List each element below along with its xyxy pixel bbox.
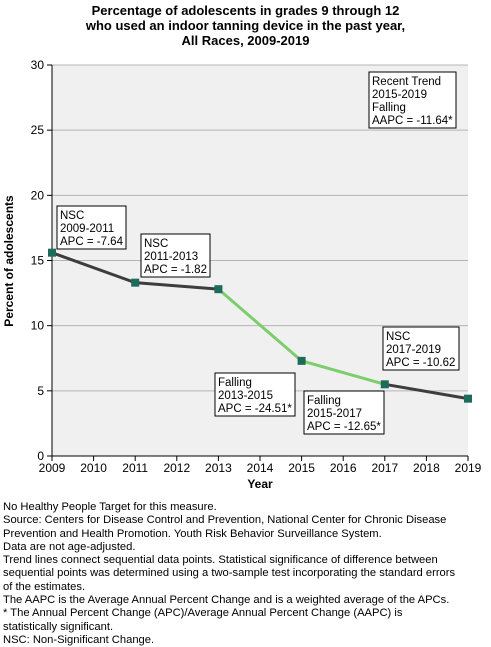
data-markers — [48, 248, 472, 403]
annotation-text: NSC — [144, 238, 168, 250]
annotation-text: NSC — [386, 331, 410, 343]
trend-lines — [50, 251, 470, 401]
annotation-border — [140, 233, 211, 278]
data-point-marker — [131, 278, 140, 287]
footnote-line: NSC: Non-Significant Change. — [3, 633, 155, 646]
annotation-text: Falling — [307, 395, 341, 407]
footnote-line: * The Annual Percent Change (APC)/Averag… — [3, 607, 403, 620]
annotation-border — [368, 71, 457, 129]
x-tick-label: 2019 — [455, 461, 482, 475]
footnote-line: Data are not age-adjusted. — [3, 540, 136, 553]
x-tick-label: 2010 — [80, 461, 107, 475]
annotation-border — [214, 372, 296, 417]
annotation-text: AAPC = -11.64* — [372, 115, 453, 127]
footnote-line: Trend lines connect sequential data poin… — [3, 554, 438, 567]
plot-area: 0 5 10 15 20 25 30 2009 2010 2011 2012 2013 2014 201… — [2, 58, 482, 491]
x-axis-ticks: 2009 2010 2011 2012 2013 2014 2015 2016 2017 2018… — [39, 456, 482, 475]
annotation-text: 2015-2019 — [372, 89, 427, 101]
x-tick-label: 2016 — [330, 461, 357, 475]
annotation-text: APC = -10.62 — [386, 357, 455, 369]
footnote-line: statistically significant. — [3, 620, 114, 633]
annotation-text: 2009-2011 — [60, 223, 114, 235]
trend-segment — [383, 382, 470, 401]
annotation-text: APC = -1.82 — [144, 264, 207, 276]
trend-segment — [133, 281, 220, 291]
annotation-border — [382, 326, 460, 371]
annotation-border — [303, 390, 385, 435]
annotation-text: APC = -7.64 — [60, 236, 124, 248]
data-point-marker — [297, 356, 306, 365]
x-tick-label: 2018 — [413, 461, 440, 475]
x-tick-label: 2013 — [205, 461, 232, 475]
data-point-marker — [380, 380, 389, 389]
annotation-text: 2015-2017 — [307, 408, 362, 420]
annotation-border — [56, 205, 127, 250]
chart: Percentage of adolescents in grades 9 th… — [2, 3, 482, 491]
y-tick-label: 25 — [31, 123, 45, 137]
x-tick-label: 2017 — [371, 461, 398, 475]
x-tick-label: 2011 — [122, 461, 148, 475]
chart-title-line-1: Percentage of adolescents in grades 9 th… — [91, 3, 400, 18]
annotation-text: 2017-2019 — [386, 344, 441, 356]
annotation-text: APC = -12.65* — [307, 421, 381, 433]
footnotes: No Healthy People Target for this measur… — [3, 501, 489, 647]
footnote-line: The AAPC is the Average Annual Percent C… — [3, 594, 450, 607]
footnote-line: sequential points was determined using a… — [3, 567, 456, 580]
x-tick-label: 2014 — [247, 461, 274, 475]
data-point-marker — [48, 248, 56, 257]
y-tick-label: 10 — [31, 319, 45, 333]
annotation-text: Recent Trend — [372, 76, 441, 88]
annotation-text: 2011-2013 — [144, 251, 198, 263]
y-tick-label: 15 — [31, 254, 45, 268]
y-tick-label: 30 — [31, 58, 45, 72]
data-point-marker — [214, 285, 223, 294]
annotation-text: Falling — [218, 377, 252, 389]
chart-title-line-3: All Races, 2009-2019 — [181, 33, 310, 48]
trend-segment — [216, 287, 304, 363]
y-tick-label: 20 — [31, 188, 45, 202]
footnote-line: of the estimates. — [3, 580, 86, 593]
y-axis-label: Percent of adolescents — [2, 195, 16, 327]
x-tick-label: 2012 — [163, 461, 190, 475]
annotation-text: APC = -24.51* — [218, 403, 292, 415]
x-tick-label: 2009 — [39, 461, 66, 475]
chart-title-line-2: who used an indoor tanning device in the… — [85, 18, 406, 33]
footnote-line: No Healthy People Target for this measur… — [3, 501, 217, 513]
annotation-text: NSC — [60, 210, 84, 222]
footnote-line: Prevention and Health Promotion. Youth R… — [3, 527, 382, 540]
x-axis-label: Year — [247, 477, 273, 491]
x-tick-label: 2015 — [288, 461, 315, 475]
trend-segment — [300, 359, 387, 386]
y-tick-label: 5 — [37, 384, 44, 398]
y-tick-label: 0 — [37, 449, 44, 463]
trend-segment — [50, 251, 137, 285]
footnote-line: Source: Centers for Disease Control and … — [3, 514, 447, 527]
annotation-text: 2013-2015 — [218, 390, 273, 402]
y-axis-ticks: 0 5 10 15 20 25 30 — [31, 58, 52, 463]
annotation-text: Falling — [372, 102, 406, 114]
data-point-marker — [464, 394, 472, 403]
